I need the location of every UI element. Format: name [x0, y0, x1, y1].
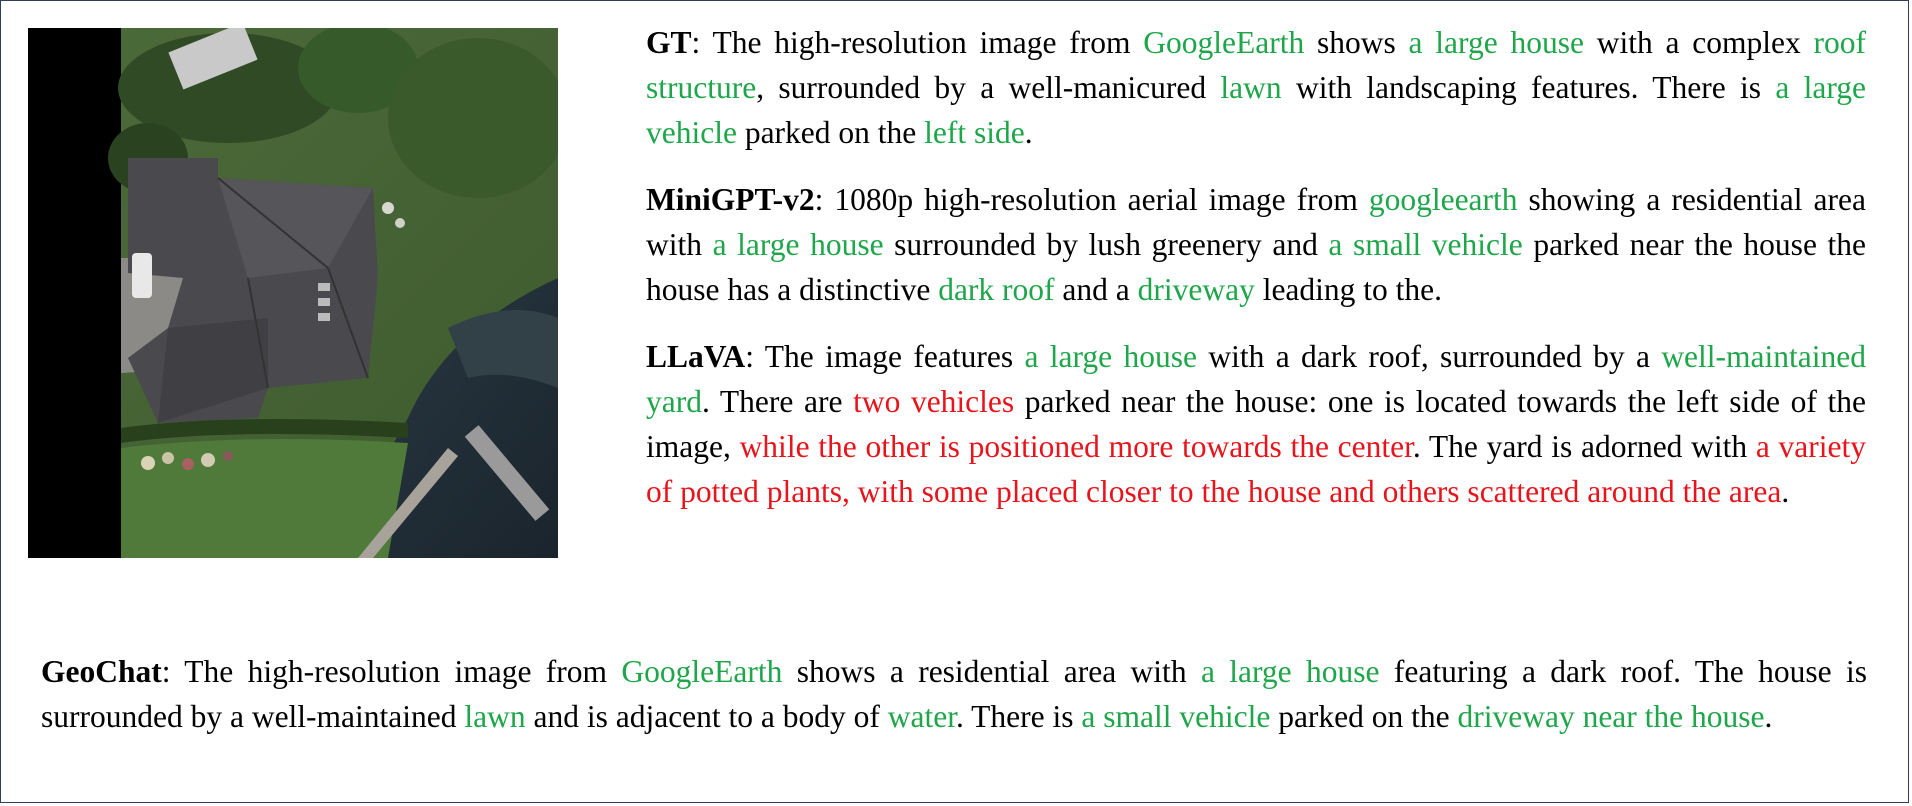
caption-segment: a small vehicle: [1081, 699, 1271, 734]
caption-segment: featuring a dark roof. The house is surr…: [41, 654, 1867, 734]
caption-segment: with landscaping features. There is: [1281, 70, 1776, 105]
caption-segment: roof structure: [646, 25, 1867, 105]
caption-segment: parked on the: [1270, 699, 1458, 734]
caption-segment: : The high-resolution image from: [161, 654, 622, 689]
caption-segment: .: [1764, 699, 1773, 734]
caption-segment: a large house: [1408, 25, 1584, 60]
model-captions-column: GT: The high-resolution image from Googl…: [646, 20, 1866, 514]
caption-segment: GoogleEarth: [1143, 25, 1305, 60]
caption-label: GeoChat: [41, 654, 162, 689]
caption-segment: well-maintained yard: [646, 339, 1866, 419]
caption-segment: : The high-resolution image from: [691, 25, 1144, 60]
caption-segment: . There is: [955, 699, 1082, 734]
caption-segment: lawn: [464, 699, 526, 734]
caption-segment: .: [1781, 474, 1790, 509]
caption-segment: GoogleEarth: [621, 654, 783, 689]
caption-segment: driveway near the house: [1457, 699, 1765, 734]
caption-segment: while the other is positioned more towar…: [739, 429, 1413, 464]
caption-segment: parked on the: [736, 115, 925, 150]
caption-segment: : 1080p high-resolution aerial image fro…: [814, 182, 1369, 217]
caption-geochat: GeoChat: The high-resolution image from …: [41, 649, 1867, 739]
caption-segment: parked near the house the house has a di…: [646, 227, 1866, 307]
caption-segment: . There are: [701, 384, 854, 419]
caption-segment: and a: [1054, 272, 1138, 307]
caption-segment: .: [1024, 115, 1033, 150]
caption-segment: a large house: [712, 227, 884, 262]
caption-segment: shows: [1304, 25, 1409, 60]
caption-segment: a small vehicle: [1328, 227, 1523, 262]
caption-segment: . The yard is adorned with: [1412, 429, 1756, 464]
caption-segment: with a complex: [1583, 25, 1814, 60]
caption-segment: surrounded by lush greenery and: [883, 227, 1329, 262]
caption-segment: dark roof: [938, 272, 1055, 307]
caption-label: MiniGPT-v2: [646, 182, 815, 217]
caption-label: LLaVA: [646, 339, 746, 374]
caption-segment: lawn: [1220, 70, 1282, 105]
caption-segment: a variety of potted plants, with some pl…: [646, 429, 1867, 509]
caption-segment: a large vehicle: [646, 70, 1866, 150]
caption-segment: , surrounded by a well-manicured: [756, 70, 1221, 105]
geochat-caption-block: GeoChat: The high-resolution image from …: [41, 649, 1867, 739]
caption-segment: with a dark roof, surrounded by a: [1197, 339, 1662, 374]
caption-segment: two vehicles: [853, 384, 1015, 419]
caption-segment: water: [887, 699, 956, 734]
caption-llava: LLaVA: The image features a large house …: [646, 334, 1866, 514]
caption-segment: leading to the.: [1254, 272, 1443, 307]
caption-segment: and is adjacent to a body of: [525, 699, 888, 734]
caption-minigpt-v2: MiniGPT-v2: 1080p high-resolution aerial…: [646, 177, 1866, 312]
caption-segment: : The image features: [745, 339, 1025, 374]
caption-segment: shows a residential area with: [782, 654, 1201, 689]
caption-label: GT: [646, 25, 692, 60]
aerial-satellite-image: [28, 28, 558, 558]
caption-segment: left side: [924, 115, 1025, 150]
caption-segment: parked near the house: one is located to…: [646, 384, 1866, 464]
caption-segment: driveway: [1137, 272, 1255, 307]
caption-gt: GT: The high-resolution image from Googl…: [646, 20, 1866, 155]
caption-segment: showing a residential area with: [646, 182, 1866, 262]
caption-segment: a large house: [1024, 339, 1197, 374]
caption-segment: googleearth: [1368, 182, 1518, 217]
caption-segment: a large house: [1200, 654, 1380, 689]
